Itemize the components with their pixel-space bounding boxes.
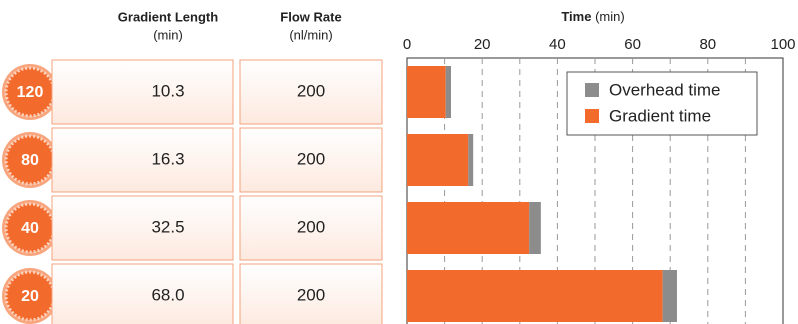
badge <box>12 74 48 110</box>
bar-segment <box>407 270 663 322</box>
table-value: 200 <box>297 217 325 236</box>
bar-segment <box>407 202 530 254</box>
legend-box <box>566 71 758 136</box>
table-value: 200 <box>297 81 325 100</box>
bar-segment <box>468 134 474 186</box>
table-cell <box>239 263 383 324</box>
column-unit: (min) <box>153 27 183 42</box>
table-value: 68.0 <box>151 285 184 304</box>
bar-segment <box>407 66 446 118</box>
bar-segment <box>407 134 469 186</box>
x-tick-label: 80 <box>699 36 716 53</box>
legend-label: Gradient time <box>609 106 711 125</box>
table-value: 200 <box>297 149 325 168</box>
badge <box>12 210 48 246</box>
column-header: Flow Rate <box>280 9 341 24</box>
category-label: 20 <box>21 288 39 305</box>
axis-label: Time <box>561 9 591 24</box>
legend-swatch <box>585 109 599 123</box>
table-cell <box>51 263 234 324</box>
category-label: 40 <box>21 220 39 237</box>
category-label: 120 <box>17 84 44 101</box>
x-tick-label: 0 <box>403 36 411 53</box>
legend-swatch <box>585 83 599 97</box>
axis-unit: (min) <box>595 9 625 24</box>
x-tick-label: 40 <box>549 36 566 53</box>
table-value: 16.3 <box>151 149 184 168</box>
table-value: 200 <box>297 285 325 304</box>
bar-segment <box>662 270 677 322</box>
table-cell <box>239 59 383 125</box>
axis-title: Time (min) <box>561 9 624 24</box>
x-tick-label: 100 <box>770 36 795 53</box>
table-cell <box>239 127 383 193</box>
bar-segment <box>529 202 541 254</box>
x-tick-label: 20 <box>474 36 491 53</box>
table-cell <box>51 195 234 261</box>
table-cell <box>239 195 383 261</box>
table-cell <box>51 59 234 125</box>
category-label: 80 <box>21 152 39 169</box>
badge <box>12 278 48 314</box>
table-value: 32.5 <box>151 217 184 236</box>
table-cell <box>51 127 234 193</box>
bar-segment <box>445 66 451 118</box>
x-tick-label: 60 <box>624 36 641 53</box>
table-value: 10.3 <box>151 81 184 100</box>
legend-label: Overhead time <box>609 80 721 99</box>
column-header: Gradient Length <box>118 9 218 24</box>
badge <box>12 142 48 178</box>
column-unit: (nl/min) <box>289 27 332 42</box>
